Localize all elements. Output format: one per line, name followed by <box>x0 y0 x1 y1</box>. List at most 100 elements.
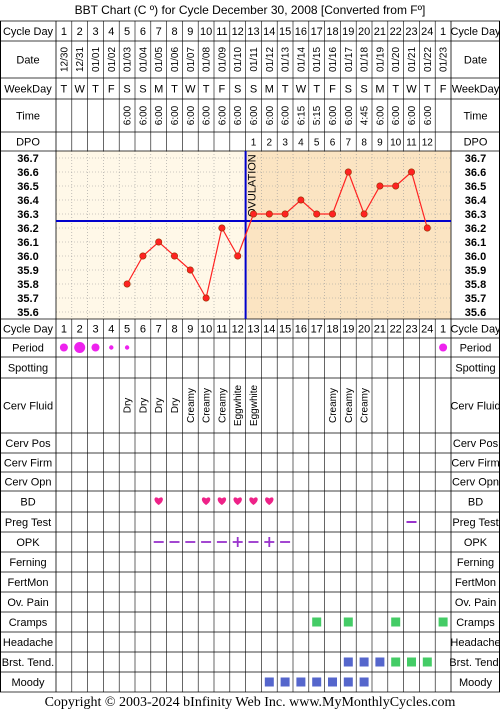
brst-tend-marker <box>422 657 432 667</box>
bd-heart-icon <box>154 497 163 505</box>
time-cell: 6:00 <box>186 105 197 125</box>
y-tick-label: 36.4 <box>17 195 39 207</box>
time-cell: 5:15 <box>312 105 323 125</box>
weekday-cell: W <box>296 84 307 96</box>
bd-heart-icon <box>201 497 211 505</box>
weekday-cell: T <box>392 84 399 96</box>
y-tick-label: 36.3 <box>17 209 38 221</box>
temperature-point <box>171 252 179 260</box>
y-tick-label: 36.5 <box>17 181 38 193</box>
cycle-day-cell: 18 <box>326 26 338 38</box>
dpo-cell: 10 <box>390 138 402 149</box>
cycle-day-cell: 6 <box>140 324 146 336</box>
moody-marker <box>264 677 274 687</box>
dpo-cell: 6 <box>330 138 336 149</box>
cycle-day-cell: 22 <box>390 324 402 336</box>
row-label-ferning: Ferning <box>457 557 494 569</box>
cycle-day-cell: 15 <box>279 26 291 38</box>
cycle-day-cell: 24 <box>421 26 433 38</box>
row-label-cycle-day: Cycle Day <box>450 26 500 38</box>
cycle-day-cell: 22 <box>390 26 402 38</box>
weekday-cell: W <box>185 84 196 96</box>
brst-tend-marker <box>391 657 401 667</box>
weekday-cell: T <box>282 84 289 96</box>
date-cell: 01/16 <box>328 47 339 72</box>
row-label-period: Period <box>12 343 44 355</box>
row-label-moody: Moody <box>459 677 493 689</box>
weekday-cell: S <box>123 84 130 96</box>
cycle-day-cell: 7 <box>156 26 162 38</box>
row-label-opk: OPK <box>464 537 488 549</box>
weekday-cell: M <box>375 84 384 96</box>
weekday-cell: T <box>203 84 210 96</box>
bd-heart-icon <box>217 497 227 505</box>
row-label-bd: BD <box>468 497 483 509</box>
row-label-time: Time <box>16 111 40 123</box>
date-cell: 01/14 <box>296 47 307 72</box>
row-label-headache: Headache <box>450 637 500 649</box>
date-cell: 01/09 <box>217 47 228 72</box>
temperature-point <box>313 210 321 218</box>
cycle-day-cell: 5 <box>124 324 130 336</box>
date-cell: 01/11 <box>249 47 260 72</box>
row-label-cycle-day: Cycle Day <box>3 26 54 38</box>
cycle-day-cell: 14 <box>263 324 275 336</box>
row-label-dpo: DPO <box>464 137 488 149</box>
cycle-day-cell: 5 <box>124 26 130 38</box>
time-cell: 6:00 <box>265 105 276 125</box>
cycle-day-cell: 8 <box>171 26 177 38</box>
cycle-day-cell: 11 <box>216 324 227 336</box>
row-label-brst-tend: Brst. Tend. <box>2 657 54 669</box>
y-tick-label: 36.1 <box>17 237 38 249</box>
temperature-point <box>218 224 226 232</box>
ovulation-label: OVULATION <box>247 154 259 217</box>
row-label-moody: Moody <box>11 677 45 689</box>
cerv-fluid-entry: Dry <box>170 398 181 414</box>
cycle-day-cell: 15 <box>279 324 291 336</box>
row-label-ov-pain: Ov. Pain <box>7 597 48 609</box>
row-label-cerv-firm: Cerv Firm <box>451 458 499 470</box>
weekday-cell: T <box>61 84 68 96</box>
row-label-headache: Headache <box>3 637 53 649</box>
cerv-fluid-entry: Eggwhite <box>249 384 260 426</box>
y-tick-label: 36.2 <box>465 223 486 235</box>
time-cell: 6:00 <box>233 105 244 125</box>
y-tick-label: 36.4 <box>465 195 487 207</box>
row-label-preg-test: Preg Test <box>5 517 51 529</box>
period-marker <box>109 345 114 350</box>
moody-marker <box>312 677 322 687</box>
y-tick-label: 36.0 <box>17 251 38 263</box>
y-tick-label: 35.9 <box>465 265 486 277</box>
bd-heart-icon <box>265 497 274 505</box>
weekday-cell: S <box>360 84 367 96</box>
time-cell: 6:00 <box>154 105 165 125</box>
cramps-marker <box>312 617 322 627</box>
time-cell: 6:00 <box>170 105 181 125</box>
chart-title: BBT Chart (C º) for Cycle December 30, 2… <box>74 3 426 17</box>
temperature-point <box>281 210 289 218</box>
temperature-point <box>186 266 194 274</box>
cycle-day-cell: 13 <box>247 26 259 38</box>
date-cell: 01/21 <box>407 47 418 72</box>
cycle-day-cell: 24 <box>421 324 433 336</box>
temperature-point <box>392 182 400 190</box>
row-label-preg-test: Preg Test <box>452 517 498 529</box>
y-tick-label: 36.7 <box>17 153 38 165</box>
row-label-spotting: Spotting <box>455 363 495 375</box>
cycle-day-cell: 14 <box>263 26 275 38</box>
temperature-point <box>344 168 352 176</box>
temperature-point <box>297 196 305 204</box>
cycle-day-cell: 13 <box>247 324 259 336</box>
weekday-cell: F <box>329 84 336 96</box>
date-cell: 12/30 <box>59 47 70 72</box>
row-label-cerv-fluid: Cerv Fluid <box>3 401 53 413</box>
row-label-cerv-pos: Cerv Pos <box>453 438 499 450</box>
y-tick-label: 36.2 <box>17 223 38 235</box>
moody-marker <box>359 677 369 687</box>
cycle-day-cell: 1 <box>440 26 446 38</box>
y-tick-label: 36.6 <box>17 167 38 179</box>
time-cell: 6:00 <box>123 105 134 125</box>
row-label-brst-tend: Brst. Tend. <box>449 657 500 669</box>
y-tick-label: 36.1 <box>465 237 486 249</box>
row-label-time: Time <box>463 111 487 123</box>
